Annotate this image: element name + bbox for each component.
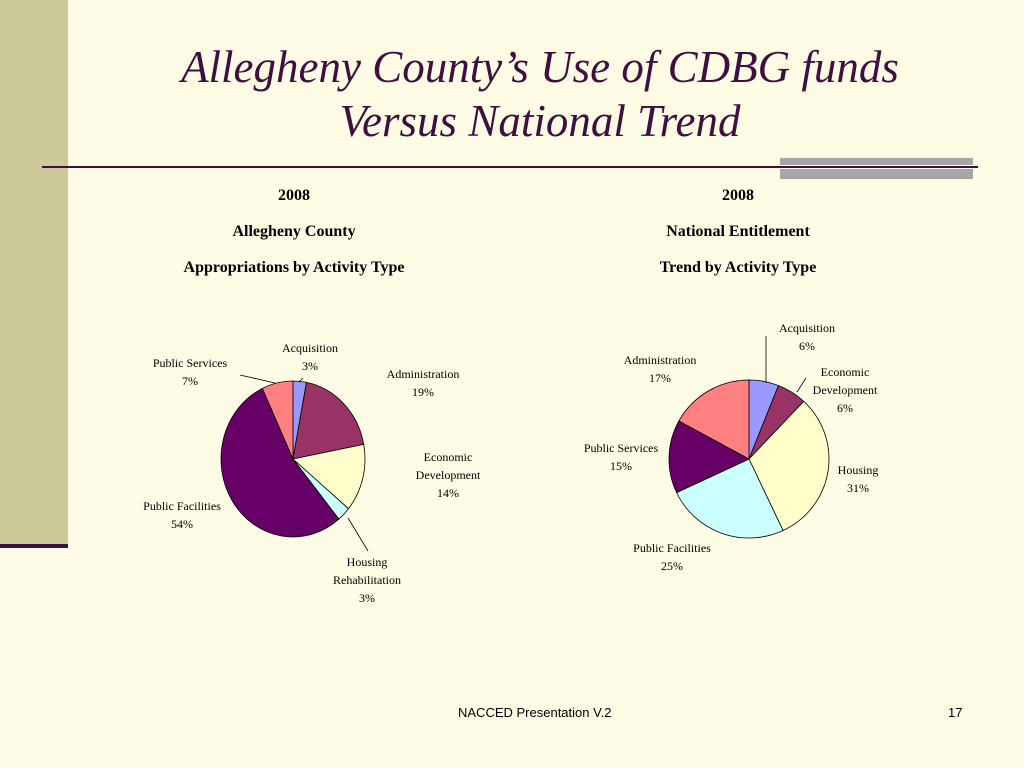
heading-subtitle: Appropriations by Activity Type <box>183 259 405 276</box>
slice-label-administration: Administration <box>624 353 697 367</box>
pie-slice-administration <box>292 381 365 460</box>
slice-label-housing: Housing <box>838 463 879 477</box>
slice-percent-administration: 19% <box>412 385 434 399</box>
slice-percent-housing-rehabilitation: 3% <box>359 591 375 605</box>
title-underline <box>42 166 978 168</box>
slice-percent-administration: 17% <box>649 371 671 385</box>
chart-heading-allegheny: 2008 Allegheny County Appropriations by … <box>134 178 454 286</box>
slice-percent-acquisition: 6% <box>799 339 815 353</box>
chart-heading-national: 2008 National Entitlement Trend by Activ… <box>578 178 898 286</box>
pie-slice-public-services <box>261 380 294 460</box>
title-line-1: Allegheny County’s Use of CDBG funds <box>181 42 899 92</box>
title-line-2: Versus National Trend <box>339 96 741 146</box>
pie-slice-public-facilities <box>220 387 340 538</box>
slice-percent-public-services: 7% <box>182 374 198 388</box>
pie-slice-housing <box>748 400 830 532</box>
leader-line-acquisition <box>298 377 304 383</box>
slice-label-public-facilities: Public Facilities <box>633 541 711 555</box>
heading-year: 2008 <box>278 187 310 204</box>
slice-percent-acquisition: 3% <box>302 359 318 373</box>
slice-percent-public-services: 15% <box>610 459 632 473</box>
slice-label-housing-rehabilitation: Housing <box>347 555 388 569</box>
pie-slice-administration <box>678 379 750 460</box>
slice-label-acquisition: Acquisition <box>779 321 835 335</box>
sidebar-rule <box>0 544 68 548</box>
leader-line-economic-development <box>796 377 807 393</box>
slice-label-acquisition: Acquisition <box>282 341 338 355</box>
slice-label-public-services: Public Services <box>584 441 659 455</box>
slice-percent-public-facilities: 25% <box>661 559 683 573</box>
slice-label-public-facilities: Public Facilities <box>143 499 221 513</box>
page-number: 17 <box>948 705 963 720</box>
heading-entity: Allegheny County <box>232 223 356 240</box>
slide-title: Allegheny County’s Use of CDBG funds Ver… <box>80 40 1000 148</box>
pie-chart-allegheny: Acquisition 3% Administration 19% Economic De… <box>143 341 481 605</box>
slice-percent-economic-development: 14% <box>437 486 459 500</box>
slice-label-economic-development: Development <box>416 468 481 482</box>
slice-label-economic-development: Development <box>813 383 878 397</box>
slice-percent-public-facilities: 54% <box>171 517 193 531</box>
heading-year: 2008 <box>722 187 754 204</box>
heading-entity: National Entitlement <box>666 223 810 240</box>
slice-label-economic-development: Economic <box>821 365 870 379</box>
pie-chart-national: Acquisition 6% Economic Development 6% Housin… <box>584 321 879 573</box>
leader-line-public-services <box>239 374 276 384</box>
pie-slice-public-facilities <box>676 458 784 539</box>
pie-slice-public-services <box>668 420 750 494</box>
decorative-gray-bar-bottom <box>780 169 973 179</box>
sidebar-accent <box>0 0 68 548</box>
slice-percent-economic-development: 6% <box>837 401 853 415</box>
pie-slice-economic-development <box>292 443 366 510</box>
footer-presentation-name: NACCED Presentation V.2 <box>458 705 612 720</box>
slice-label-economic-development: Economic <box>424 450 473 464</box>
leader-line-housing-rehabilitation <box>347 517 369 552</box>
slice-label-administration: Administration <box>387 367 460 381</box>
slice-label-housing-rehabilitation: Rehabilitation <box>333 573 401 587</box>
heading-subtitle: Trend by Activity Type <box>659 259 817 276</box>
slice-percent-housing: 31% <box>847 481 869 495</box>
slice-label-public-services: Public Services <box>153 356 228 370</box>
decorative-gray-bar-top <box>780 158 973 165</box>
